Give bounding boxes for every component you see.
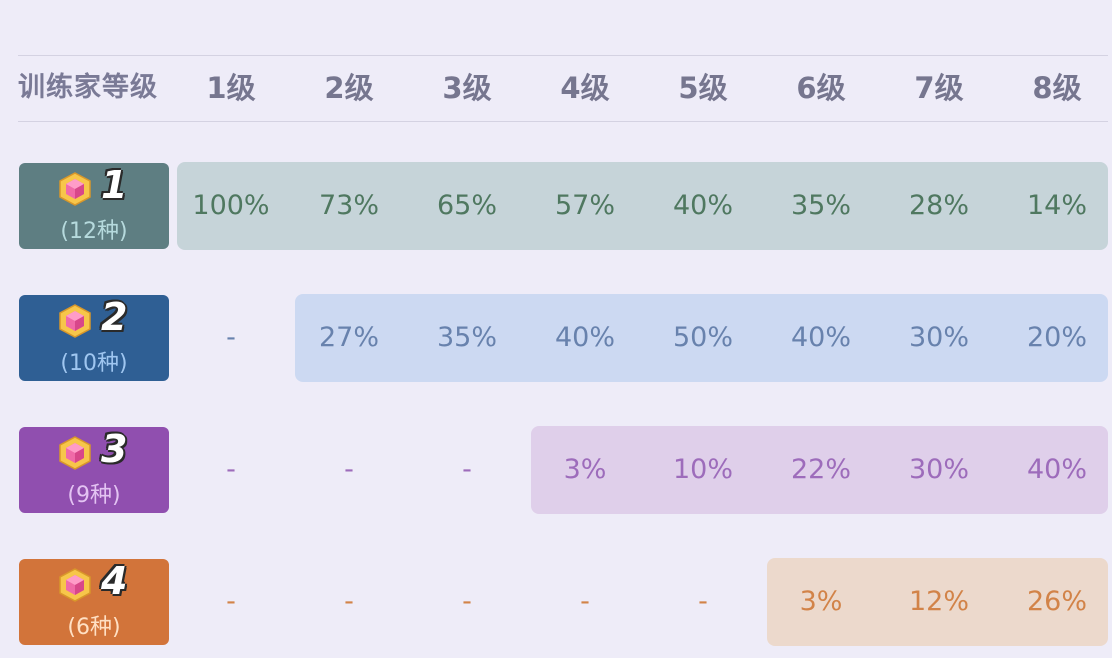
odds-cell-level-7: 30% xyxy=(908,322,969,353)
tier-row-2: 2 (10种) - 27% 35% 40% 50% 40% 30% 20% xyxy=(0,294,1112,382)
odds-cell-level-5: 50% xyxy=(672,322,733,353)
gem-icon xyxy=(57,567,93,603)
odds-cell-level-7: 28% xyxy=(908,190,969,221)
odds-cell-level-3: - xyxy=(462,586,472,617)
tier-count: (12种) xyxy=(60,219,128,244)
odds-cell-level-6: 22% xyxy=(790,454,851,485)
tier-badge: 3 (9种) xyxy=(19,427,169,513)
table-header: 训练家等级 1级 2级 3级 4级 5级 6级 7级 8级 xyxy=(0,55,1112,121)
tier-badge: 1 (12种) xyxy=(19,163,169,249)
tier-number: 1 xyxy=(101,163,128,207)
odds-cell-level-3: 65% xyxy=(436,190,497,221)
tier-number: 4 xyxy=(101,559,128,603)
tier-count: (6种) xyxy=(67,615,121,640)
odds-cell-level-6: 40% xyxy=(790,322,851,353)
odds-cell-level-5: 10% xyxy=(672,454,733,485)
level-header-5: 5级 xyxy=(678,71,728,105)
level-header-8: 8级 xyxy=(1032,71,1082,105)
level-header-4: 4级 xyxy=(560,71,610,105)
gem-icon xyxy=(57,435,93,471)
odds-cell-level-7: 12% xyxy=(908,586,969,617)
probability-band xyxy=(767,558,1108,646)
odds-cell-level-2: 73% xyxy=(318,190,379,221)
tier-number: 3 xyxy=(101,427,128,471)
odds-cell-level-8: 20% xyxy=(1026,322,1087,353)
odds-cell-level-4: 40% xyxy=(554,322,615,353)
trainer-level-label: 训练家等级 xyxy=(18,72,158,103)
odds-cell-level-8: 26% xyxy=(1026,586,1087,617)
tier-count: (10种) xyxy=(60,351,128,376)
odds-cell-level-1: 100% xyxy=(192,190,270,221)
header-bottom-divider xyxy=(18,121,1108,122)
level-header-7: 7级 xyxy=(914,71,964,105)
probability-band xyxy=(177,162,1108,250)
tier-row-3: 3 (9种) - - - 3% 10% 22% 30% 40% xyxy=(0,426,1112,514)
level-header-2: 2级 xyxy=(324,71,374,105)
odds-cell-level-1: - xyxy=(226,586,236,617)
probability-band xyxy=(295,294,1108,382)
gem-icon xyxy=(57,171,93,207)
odds-cell-level-4: - xyxy=(580,586,590,617)
tier-row-4: 4 (6种) - - - - - 3% 12% 26% xyxy=(0,558,1112,646)
odds-cell-level-2: - xyxy=(344,586,354,617)
odds-cell-level-1: - xyxy=(226,454,236,485)
tier-count: (9种) xyxy=(67,483,121,508)
tier-badge: 2 (10种) xyxy=(19,295,169,381)
level-header-6: 6级 xyxy=(796,71,846,105)
odds-cell-level-4: 57% xyxy=(554,190,615,221)
tier-badge: 4 (6种) xyxy=(19,559,169,645)
odds-cell-level-8: 40% xyxy=(1026,454,1087,485)
odds-cell-level-2: - xyxy=(344,454,354,485)
odds-cell-level-3: - xyxy=(462,454,472,485)
odds-cell-level-7: 30% xyxy=(908,454,969,485)
odds-cell-level-6: 35% xyxy=(790,190,851,221)
level-header-3: 3级 xyxy=(442,71,492,105)
odds-cell-level-8: 14% xyxy=(1026,190,1087,221)
odds-cell-level-5: 40% xyxy=(672,190,733,221)
odds-cell-level-5: - xyxy=(698,586,708,617)
odds-cell-level-2: 27% xyxy=(318,322,379,353)
probability-band xyxy=(531,426,1108,514)
odds-cell-level-4: 3% xyxy=(563,454,607,485)
gem-icon xyxy=(57,303,93,339)
odds-cell-level-1: - xyxy=(226,322,236,353)
level-header-1: 1级 xyxy=(206,71,256,105)
header-top-divider xyxy=(18,55,1108,56)
odds-cell-level-6: 3% xyxy=(799,586,843,617)
odds-cell-level-3: 35% xyxy=(436,322,497,353)
tier-number: 2 xyxy=(101,295,128,339)
tier-row-1: 1 (12种) 100% 73% 65% 57% 40% 35% 28% 14% xyxy=(0,162,1112,250)
